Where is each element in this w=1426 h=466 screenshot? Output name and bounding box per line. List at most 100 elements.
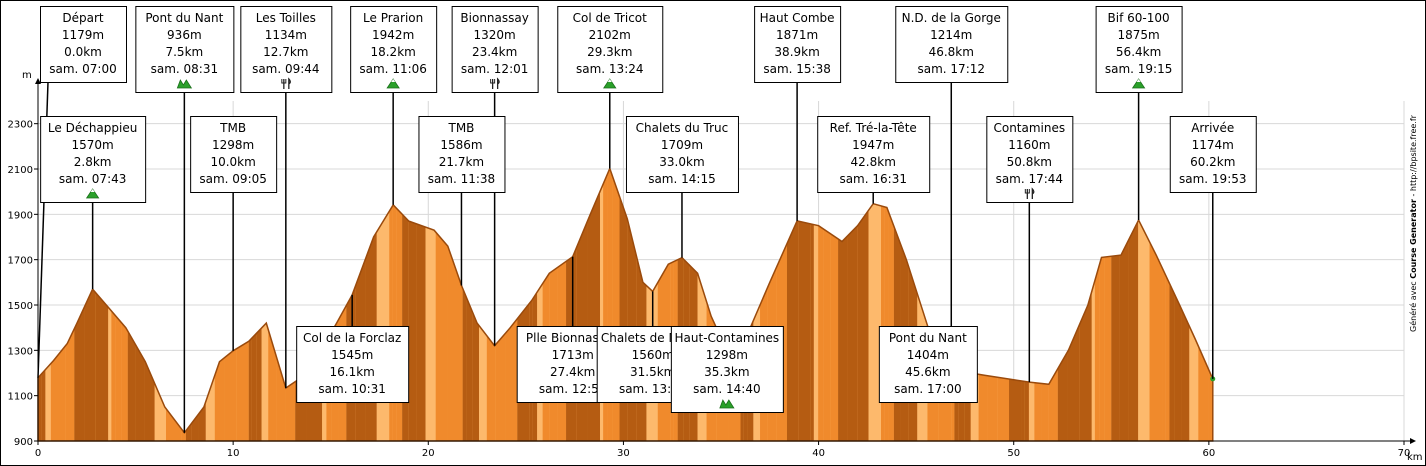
profile-stripe xyxy=(1165,168,1170,441)
callout-name: Haut-Contamines xyxy=(675,331,780,345)
profile-stripe xyxy=(884,168,889,441)
profile-stripe xyxy=(392,168,397,441)
callout-alt: 1942m xyxy=(372,28,414,42)
callout-time: sam. 17:12 xyxy=(918,62,986,76)
callout-name: Contamines xyxy=(993,121,1065,135)
profile-stripe xyxy=(1162,168,1166,441)
profile-stripe xyxy=(830,168,839,441)
callout-name: Arrivée xyxy=(1191,121,1234,135)
callout-dist: 56.4km xyxy=(1116,45,1161,59)
callout-alt: 1709m xyxy=(661,138,703,152)
profile-stripe xyxy=(537,168,543,441)
profile-stripe xyxy=(881,168,885,441)
profile-stripe xyxy=(847,168,858,441)
callout-dist: 46.8km xyxy=(929,45,974,59)
summit-icon xyxy=(603,78,617,89)
profile-stripe xyxy=(389,168,393,441)
callout-alt: 1875m xyxy=(1117,28,1159,42)
callout-dist: 16.1km xyxy=(330,365,375,379)
checkpoint-callout: Contamines 1160m 50.8km sam. 17:44 xyxy=(986,116,1074,203)
x-tick-label: 40 xyxy=(812,448,825,459)
profile-stripe xyxy=(1091,168,1095,441)
profile-stripe xyxy=(619,168,628,441)
callout-time: sam. 11:38 xyxy=(428,172,496,186)
callout-box xyxy=(986,116,1074,203)
profile-stripe xyxy=(1111,168,1120,441)
callout-alt: 1947m xyxy=(852,138,894,152)
callout-time: sam. 16:31 xyxy=(839,172,907,186)
profile-stripe xyxy=(697,168,707,441)
profile-stripe xyxy=(1094,168,1100,441)
callout-alt: 1174m xyxy=(1192,138,1234,152)
summit-icon xyxy=(386,78,400,89)
callout-name: Pont du Nant xyxy=(889,331,967,345)
profile-stripe xyxy=(408,168,417,441)
callout-time: sam. 15:38 xyxy=(763,62,831,76)
credit-suffix: - http://bpsite.free.fr xyxy=(1409,114,1418,199)
x-tick-label: 30 xyxy=(617,448,630,459)
callout-name: Col de la Forclaz xyxy=(303,331,401,345)
profile-stripe xyxy=(786,168,799,441)
checkpoint-callout: Départ 1179m 0.0km sam. 07:00 xyxy=(40,6,127,83)
callout-dist: 50.8km xyxy=(1007,155,1052,169)
profile-stripe xyxy=(396,168,403,441)
y-tick-label: 1900 xyxy=(8,210,33,221)
profile-stripe xyxy=(810,168,814,441)
callout-alt: 1298m xyxy=(706,348,748,362)
profile-stripe xyxy=(689,168,698,441)
callout-alt: 1871m xyxy=(776,28,818,42)
profile-stripe xyxy=(566,168,577,441)
callout-alt: 1545m xyxy=(331,348,373,362)
callout-box xyxy=(451,6,539,93)
callout-box xyxy=(350,6,438,93)
callout-box xyxy=(418,116,506,193)
callout-name: Le Déchappieu xyxy=(48,121,137,135)
profile-stripe xyxy=(549,168,558,441)
callout-dist: 38.9km xyxy=(774,45,819,59)
callout-box xyxy=(625,116,739,193)
profile-stripe xyxy=(1119,168,1129,441)
callout-box xyxy=(40,116,147,203)
callout-time: sam. 19:53 xyxy=(1179,172,1247,186)
callout-dist: 29.3km xyxy=(587,45,632,59)
callout-time: sam. 10:31 xyxy=(318,382,386,396)
callout-name: N.D. de la Gorge xyxy=(902,11,1001,25)
callout-box xyxy=(240,6,333,93)
credit-prefix: Généré avec xyxy=(1408,279,1418,332)
profile-stripe xyxy=(673,168,678,441)
callout-dist: 31.5km xyxy=(630,365,675,379)
callout-time: sam. 08:31 xyxy=(151,62,219,76)
callout-time: sam. 09:05 xyxy=(199,172,267,186)
callout-name: Bionnassay xyxy=(460,11,528,25)
profile-stripe xyxy=(542,168,550,441)
callout-time: sam. 17:00 xyxy=(894,382,962,396)
callout-time: sam. 09:44 xyxy=(252,62,320,76)
checkpoint-callout: Haut-Contamines 1298m 35.3km sam. 14:40 xyxy=(670,326,784,413)
callout-box xyxy=(878,326,978,403)
y-tick-label: 1100 xyxy=(8,392,33,403)
callout-box xyxy=(1095,6,1183,93)
callout-dist: 45.6km xyxy=(905,365,950,379)
profile-stripe xyxy=(402,168,409,441)
credit-brand: Course Generator xyxy=(1409,199,1418,279)
profile-stripe xyxy=(888,168,894,441)
profile-stripe xyxy=(798,168,811,441)
callout-box xyxy=(895,6,1009,83)
callout-dist: 2.8km xyxy=(74,155,112,169)
callout-alt: 1134m xyxy=(265,28,307,42)
callout-box xyxy=(557,6,664,93)
callout-box xyxy=(135,6,235,93)
x-axis-unit: km xyxy=(1407,452,1423,463)
profile-stripe xyxy=(767,168,777,441)
callout-box xyxy=(670,326,784,413)
profile-stripe xyxy=(818,168,824,441)
profile-stripe xyxy=(760,168,768,441)
checkpoint-callout: TMB 1586m 21.7km sam. 11:38 xyxy=(418,116,506,193)
profile-stripe xyxy=(462,168,467,441)
profile-stripe xyxy=(435,168,448,441)
callout-time: sam. 07:00 xyxy=(49,62,117,76)
callout-dist: 7.5km xyxy=(165,45,203,59)
callout-time: sam. 11:06 xyxy=(359,62,427,76)
summit-icon xyxy=(1131,78,1146,89)
callout-alt: 1320m xyxy=(474,28,516,42)
